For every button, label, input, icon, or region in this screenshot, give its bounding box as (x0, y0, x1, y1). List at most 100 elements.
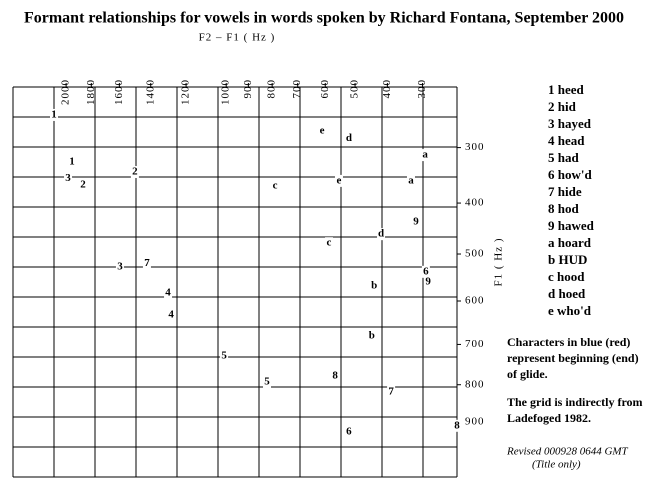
point-bg (344, 132, 353, 145)
key-entry: 3 hayed (548, 116, 592, 131)
point: 2 (80, 178, 86, 190)
point: 4 (165, 286, 171, 298)
point-bg (78, 178, 87, 191)
x-tick-label: 600 (319, 79, 331, 99)
x-tick-label: 2000 (60, 79, 72, 105)
point: c (273, 179, 278, 191)
point: 5 (221, 350, 227, 362)
point: a (422, 149, 428, 161)
point-bg (331, 370, 340, 383)
key-entry: a hoard (548, 235, 592, 250)
key-entry: 9 hawed (548, 218, 595, 233)
note-line: Ladefoged 1982. (507, 411, 591, 425)
point: 8 (454, 419, 460, 431)
point-bg (387, 386, 396, 399)
point-bg (318, 125, 327, 138)
key-entry: c hood (548, 269, 585, 284)
point-bg (344, 425, 353, 438)
note-line: Characters in blue (red) (507, 335, 630, 349)
revised-note: Revised 000928 0644 GMT (506, 446, 629, 458)
y-tick-label: 400 (465, 197, 485, 209)
note-line: represent beginning (end) (507, 351, 639, 365)
x-tick-label: 1600 (113, 79, 125, 105)
point-bg (421, 265, 430, 278)
point: 1 (69, 155, 75, 167)
point: c (327, 237, 332, 249)
key-entry: 6 how'd (548, 167, 592, 182)
point-bg (412, 215, 421, 228)
point-bg (334, 174, 343, 187)
x-tick-label: 900 (242, 79, 254, 99)
point: 6 (423, 265, 429, 277)
point: 7 (388, 386, 394, 398)
x-tick-label: 800 (266, 79, 278, 99)
x-tick-label: 1400 (144, 79, 156, 105)
x-tick-label: 500 (349, 79, 361, 99)
y-tick-label: 700 (465, 338, 485, 350)
key-entry: b HUD (548, 252, 587, 267)
revised-note: (Title only) (532, 459, 581, 471)
y-tick-label: 500 (465, 248, 485, 260)
point: 3 (65, 172, 71, 184)
point: 2 (132, 166, 138, 178)
point: 3 (117, 261, 123, 273)
x-tick-label: 1000 (220, 79, 232, 105)
y-tick-label: 600 (465, 295, 485, 307)
point: d (346, 132, 352, 144)
point-bg (370, 279, 379, 292)
point: b (371, 279, 377, 291)
point-bg (325, 237, 334, 250)
point-bg (424, 276, 433, 289)
key-entry: d hoed (548, 286, 586, 301)
point: b (369, 330, 375, 342)
point-bg (164, 286, 173, 299)
y-axis-label: F1 ( Hz ) (493, 237, 505, 286)
point-bg (64, 172, 73, 185)
key-entry: e who'd (548, 303, 592, 318)
key-entry: 1 heed (548, 82, 585, 97)
point: 6 (346, 425, 352, 437)
x-tick-label: 1200 (180, 79, 192, 105)
y-tick-label: 900 (465, 416, 485, 428)
point-bg (271, 179, 280, 192)
point: 9 (425, 276, 431, 288)
x-axis-label: F2 – F1 ( Hz ) (199, 32, 276, 44)
point-bg (68, 155, 77, 168)
y-tick-label: 300 (465, 141, 485, 153)
key-entry: 4 head (548, 133, 585, 148)
note-line: of glide. (507, 367, 548, 381)
y-tick-label: 800 (465, 378, 485, 390)
point: e (337, 174, 342, 186)
key-entry: 7 hide (548, 184, 582, 199)
x-tick-label: 300 (416, 79, 428, 99)
point: a (408, 174, 414, 186)
key-entry: 2 hid (548, 99, 577, 114)
key-entry: 5 had (548, 150, 579, 165)
point: 9 (413, 215, 419, 227)
point-bg (406, 174, 415, 187)
point: 5 (264, 376, 270, 388)
point: e (320, 125, 325, 137)
point-bg (142, 257, 151, 270)
point-bg (115, 261, 124, 274)
x-tick-label: 400 (381, 79, 393, 99)
point: 1 (51, 108, 57, 120)
point-bg (220, 350, 229, 363)
point-bg (49, 108, 58, 121)
point-bg (263, 375, 272, 388)
point: 7 (144, 257, 150, 269)
x-tick-label: 1800 (85, 79, 97, 105)
point-bg (421, 149, 430, 162)
point: 8 (332, 370, 338, 382)
key-entry: 8 hod (548, 201, 579, 216)
point-bg (453, 419, 461, 432)
point-bg (367, 330, 376, 343)
point: 4 (168, 308, 174, 320)
point-bg (130, 166, 139, 179)
x-tick-label: 700 (291, 79, 303, 99)
note-line: The grid is indirectly from (507, 395, 643, 409)
point-bg (167, 308, 176, 321)
grid (12, 86, 458, 478)
chart-title: Formant relationships for vowels in word… (24, 10, 624, 27)
